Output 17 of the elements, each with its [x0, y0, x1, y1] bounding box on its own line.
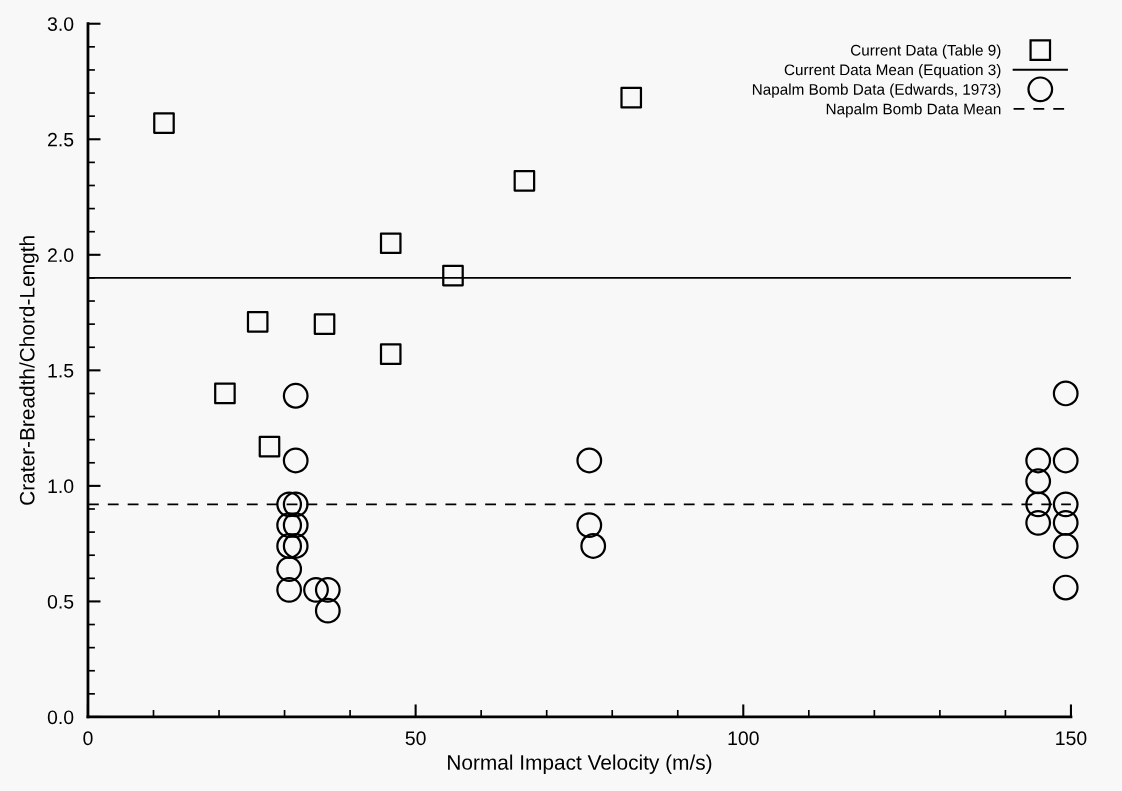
y-tick-label: 2.0: [48, 248, 74, 263]
legend-label: Napalm Bomb Data Mean: [826, 103, 1001, 118]
y-tick-label: 2.5: [48, 132, 74, 147]
y-tick-label: 0.5: [47, 594, 74, 609]
x-tick-label: 100: [728, 731, 759, 746]
y-tick-label: 3.0: [47, 17, 74, 31]
y-tick-label: 1.0: [48, 479, 74, 494]
legend-label: Napalm Bomb Data (Edwards, 1973): [752, 83, 1001, 98]
x-tick-label: 0: [83, 731, 93, 746]
y-tick-label: 1.5: [48, 364, 74, 378]
y-axis-title: Crater-Breadth/Chord-Length: [19, 236, 39, 505]
x-axis-title: Normal Impact Velocity (m/s): [448, 754, 712, 774]
y-tick-label: 0.0: [47, 710, 74, 725]
legend-label: Current Data (Table 9): [850, 44, 1001, 59]
x-tick-label: 50: [405, 731, 426, 746]
legend-label: Current Data Mean (Equation 3): [784, 64, 1001, 79]
x-tick-label: 150: [1056, 731, 1087, 746]
